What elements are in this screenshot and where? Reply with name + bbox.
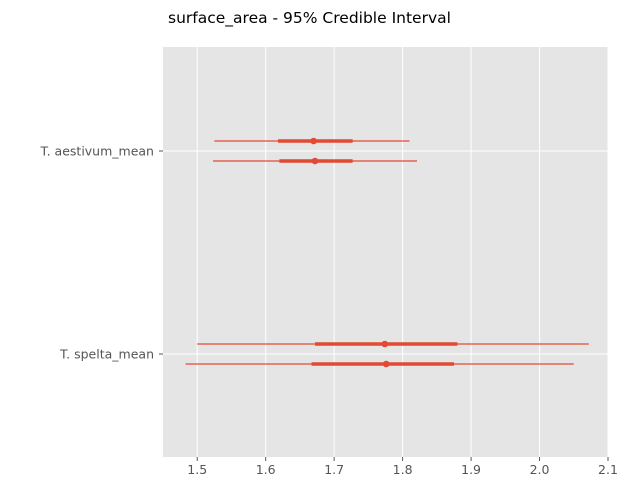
chart-marks	[185, 137, 589, 368]
grid-lines	[163, 47, 609, 457]
x-axis-ticks: 1.5 1.6 1.7 1.8 1.9 2.0 2.1	[187, 457, 618, 477]
y-axis-labels: T. aestivum_mean T. spelta_mean	[39, 144, 163, 362]
chart-title: surface_area - 95% Credible Interval	[168, 9, 451, 28]
mean-point	[311, 157, 319, 165]
mean-point	[381, 340, 389, 348]
x-tick-label: 1.9	[461, 462, 481, 477]
x-tick-label: 2.0	[530, 462, 550, 477]
plot-area	[163, 47, 608, 457]
y-tick-label: T. spelta_mean	[59, 347, 154, 362]
mean-point	[310, 137, 317, 145]
x-tick-label: 1.6	[256, 462, 276, 477]
mean-point	[382, 360, 390, 368]
x-tick-label: 1.5	[187, 462, 207, 477]
x-tick-label: 2.1	[598, 462, 618, 477]
y-tick-label: T. aestivum_mean	[39, 144, 154, 159]
x-tick-label: 1.7	[324, 462, 344, 477]
x-tick-label: 1.8	[393, 462, 413, 477]
